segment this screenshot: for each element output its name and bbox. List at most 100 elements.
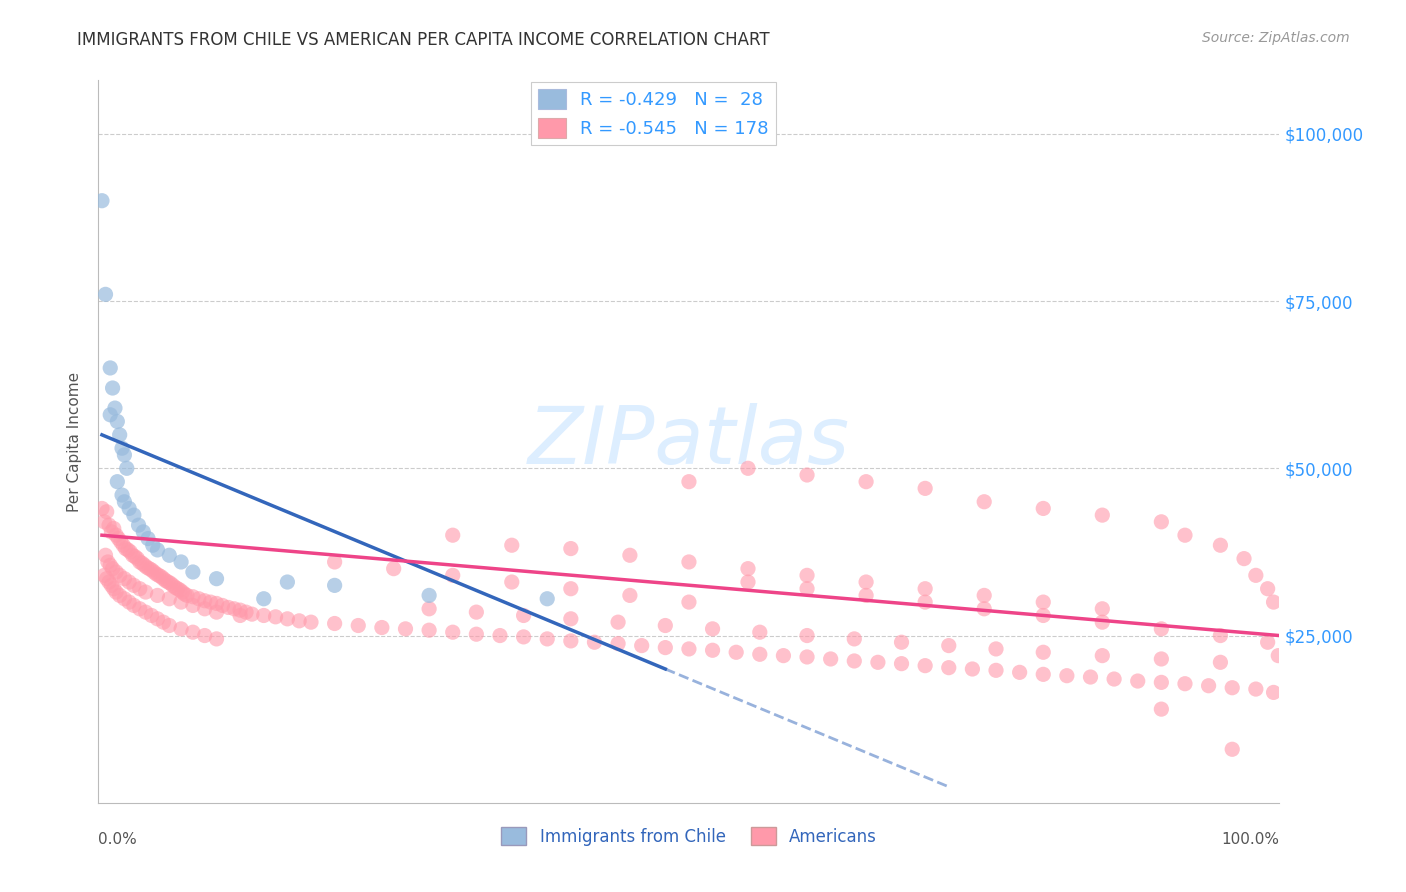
Point bbox=[890, 657, 912, 671]
Point bbox=[98, 518, 121, 533]
Point bbox=[323, 555, 346, 569]
Point bbox=[159, 576, 181, 591]
Point bbox=[844, 632, 866, 646]
Point bbox=[678, 595, 700, 609]
Point bbox=[253, 608, 276, 623]
Point bbox=[973, 494, 995, 508]
Point bbox=[128, 582, 150, 596]
Point bbox=[382, 562, 405, 576]
Point bbox=[855, 575, 877, 590]
Point bbox=[157, 591, 180, 606]
Point bbox=[93, 568, 115, 582]
Point bbox=[938, 639, 960, 653]
Point bbox=[607, 615, 630, 630]
Point bbox=[217, 600, 239, 615]
Point bbox=[187, 591, 209, 606]
Point bbox=[796, 467, 818, 482]
Point bbox=[984, 664, 1007, 678]
Point bbox=[108, 427, 131, 442]
Point bbox=[152, 615, 174, 630]
Point bbox=[131, 557, 153, 571]
Point bbox=[132, 524, 155, 539]
Point bbox=[1150, 622, 1173, 636]
Point bbox=[678, 475, 700, 489]
Point bbox=[135, 585, 157, 599]
Point bbox=[172, 585, 194, 599]
Point bbox=[101, 562, 124, 576]
Point bbox=[1209, 628, 1232, 642]
Point bbox=[108, 568, 131, 582]
Point bbox=[702, 622, 724, 636]
Point bbox=[501, 575, 523, 590]
Point bbox=[914, 582, 936, 596]
Point bbox=[138, 562, 160, 576]
Point bbox=[110, 534, 132, 549]
Point bbox=[181, 565, 204, 579]
Point bbox=[128, 518, 150, 533]
Point bbox=[973, 602, 995, 616]
Point bbox=[240, 607, 263, 621]
Point bbox=[323, 578, 346, 592]
Point bbox=[441, 568, 464, 582]
Point bbox=[1233, 551, 1256, 566]
Point bbox=[323, 616, 346, 631]
Point bbox=[235, 605, 257, 619]
Point bbox=[737, 562, 759, 576]
Point bbox=[1032, 595, 1054, 609]
Point bbox=[441, 528, 464, 542]
Point bbox=[146, 612, 169, 626]
Point bbox=[501, 538, 523, 552]
Point bbox=[169, 583, 191, 598]
Point bbox=[619, 589, 641, 603]
Point bbox=[1150, 675, 1173, 690]
Point bbox=[96, 505, 118, 519]
Point bbox=[118, 575, 141, 590]
Point bbox=[152, 572, 174, 586]
Point bbox=[112, 448, 135, 462]
Point bbox=[1198, 679, 1220, 693]
Point bbox=[371, 621, 394, 635]
Point bbox=[170, 595, 193, 609]
Point bbox=[630, 639, 652, 653]
Point bbox=[176, 589, 198, 603]
Point bbox=[394, 622, 416, 636]
Point bbox=[1080, 670, 1102, 684]
Point bbox=[91, 501, 114, 516]
Point bbox=[205, 605, 228, 619]
Point bbox=[702, 643, 724, 657]
Point bbox=[111, 488, 134, 502]
Point bbox=[101, 381, 124, 395]
Point bbox=[796, 628, 818, 642]
Point bbox=[205, 572, 228, 586]
Point bbox=[418, 589, 440, 603]
Point bbox=[1091, 648, 1114, 663]
Point bbox=[418, 623, 440, 637]
Point bbox=[866, 655, 889, 669]
Point bbox=[973, 589, 995, 603]
Point bbox=[1257, 582, 1279, 596]
Point bbox=[112, 538, 135, 552]
Point bbox=[98, 361, 121, 376]
Point bbox=[1032, 667, 1054, 681]
Point bbox=[107, 532, 129, 546]
Point bbox=[253, 591, 276, 606]
Point bbox=[276, 612, 298, 626]
Point bbox=[108, 589, 131, 603]
Text: ZIPatlas: ZIPatlas bbox=[527, 402, 851, 481]
Point bbox=[560, 633, 582, 648]
Point bbox=[146, 542, 169, 557]
Point bbox=[173, 587, 195, 601]
Point bbox=[229, 603, 252, 617]
Point bbox=[122, 578, 145, 592]
Point bbox=[1008, 665, 1031, 680]
Point bbox=[98, 408, 121, 422]
Point bbox=[1032, 501, 1054, 516]
Point bbox=[1126, 674, 1149, 689]
Point bbox=[118, 595, 141, 609]
Point bbox=[135, 605, 157, 619]
Point bbox=[1032, 608, 1054, 623]
Point bbox=[146, 589, 169, 603]
Point bbox=[725, 645, 748, 659]
Point bbox=[1102, 672, 1125, 686]
Point bbox=[465, 627, 488, 641]
